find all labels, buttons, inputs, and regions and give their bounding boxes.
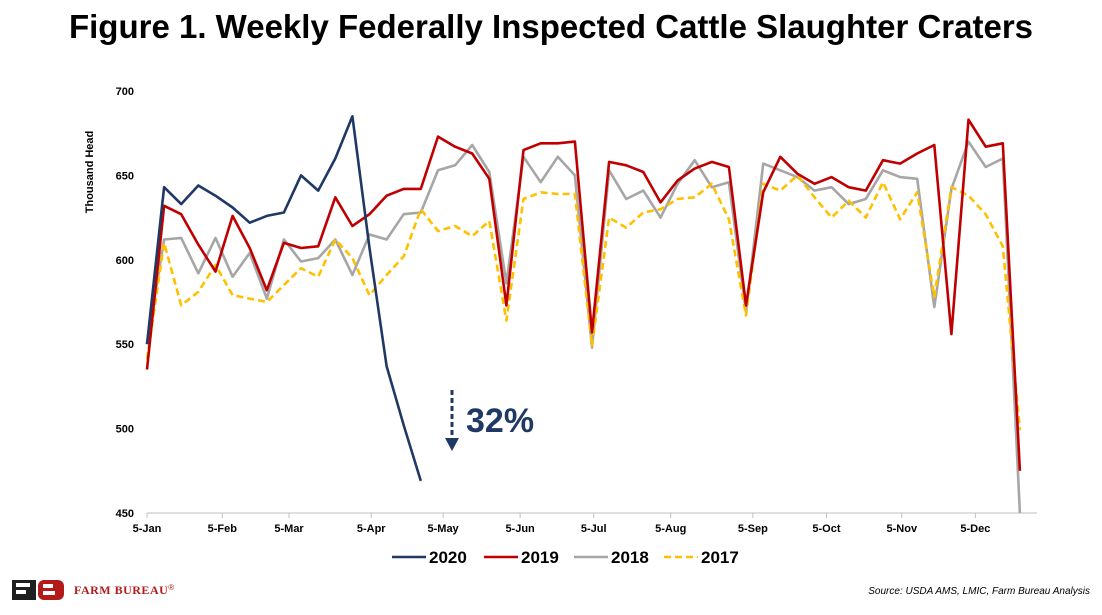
x-tick-label: 5-Aug [655, 523, 686, 535]
x-tick-label: 5-Jun [505, 523, 535, 535]
x-tick-label: 5-Jan [133, 523, 162, 535]
source-note: Source: USDA AMS, LMIC, Farm Bureau Anal… [868, 586, 1090, 597]
y-tick-label: 600 [116, 255, 134, 267]
farm-bureau-logo: FARM BUREAU ® [12, 578, 174, 602]
annotation-percent: 32% [466, 402, 534, 440]
legend-label-2017: 2017 [701, 548, 739, 567]
y-tick-label: 500 [116, 424, 134, 436]
x-tick-label: 5-Nov [887, 523, 918, 535]
logo-text: FARM BUREAU [74, 582, 169, 597]
legend-label-2018: 2018 [611, 548, 649, 567]
legend-label-2020: 2020 [429, 548, 467, 567]
series-line-2017 [145, 174, 1022, 431]
y-tick-label: 550 [116, 339, 134, 351]
x-tick-label: 5-Dec [960, 523, 990, 535]
x-tick-label: 5-Apr [357, 523, 386, 535]
page-title: Figure 1. Weekly Federally Inspected Cat… [68, 8, 1034, 45]
series-line-2020 [145, 115, 423, 482]
x-tick-label: 5-Oct [812, 523, 840, 535]
x-tick-label: 5-May [428, 523, 460, 535]
y-tick-label: 650 [116, 170, 134, 182]
y-tick-label: 700 [116, 86, 134, 98]
x-tick-label: 5-Sep [738, 523, 768, 535]
logo-mark: ® [168, 582, 175, 592]
x-tick-label: 5-Mar [274, 523, 304, 535]
farm-bureau-logo-icon [12, 580, 64, 600]
y-tick-label: 450 [116, 508, 134, 520]
legend-label-2019: 2019 [521, 548, 559, 567]
y-axis-label: Thousand Head [84, 131, 96, 214]
legend: 2020 2019 2018 2017 [392, 548, 739, 567]
x-tick-label: 5-Jul [581, 523, 607, 535]
series-line-2019 [145, 118, 1022, 471]
x-tick-label: 5-Feb [208, 523, 238, 535]
annotation: 32% [445, 390, 534, 451]
down-arrow-head [445, 438, 459, 451]
